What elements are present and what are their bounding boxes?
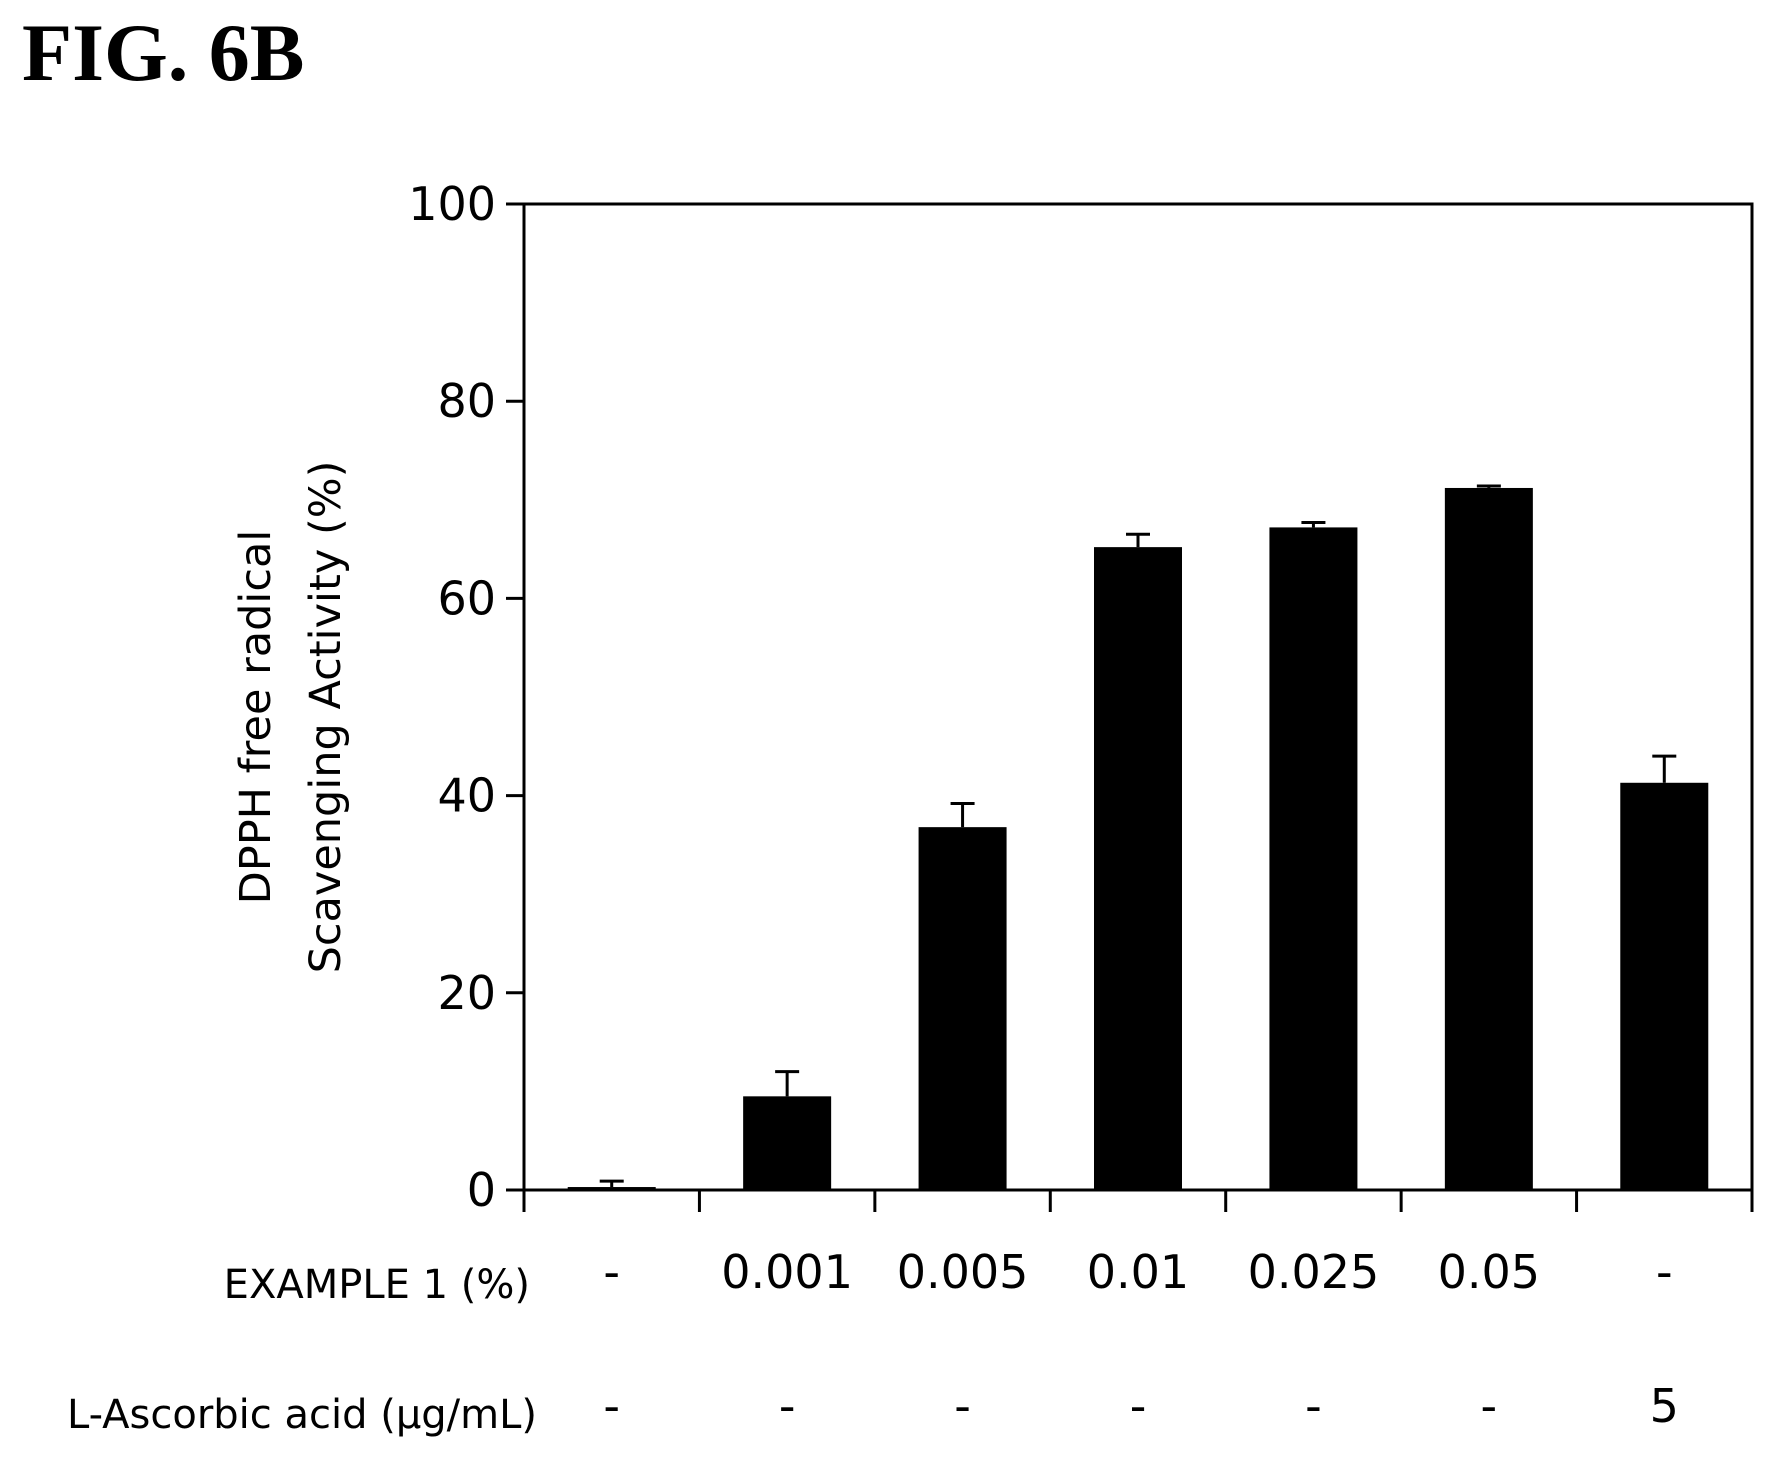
error-bar bbox=[1301, 520, 1326, 528]
error-bar bbox=[775, 1070, 800, 1097]
bar bbox=[1620, 782, 1709, 1190]
error-bars bbox=[599, 484, 1677, 1188]
x-axis bbox=[522, 1190, 1754, 1212]
bar bbox=[567, 1187, 656, 1190]
row-value: - bbox=[603, 1379, 620, 1433]
error-bar bbox=[950, 801, 975, 828]
y-tick-label: 100 bbox=[408, 177, 496, 231]
row-value: 0.05 bbox=[1438, 1245, 1540, 1299]
error-bar bbox=[1652, 754, 1677, 783]
bar bbox=[1444, 487, 1533, 1190]
error-bar bbox=[599, 1179, 624, 1188]
y-tick-label: 0 bbox=[467, 1163, 496, 1217]
row-value: 0.001 bbox=[721, 1245, 853, 1299]
condition-table: EXAMPLE 1 (%) - 0.001 0.005 0.01 0.025 0.05 - L-… bbox=[67, 1245, 1679, 1438]
y-tick-label: 80 bbox=[437, 374, 496, 428]
row-value: - bbox=[1305, 1379, 1322, 1433]
row-label: L-Ascorbic acid (µg/mL) bbox=[67, 1392, 537, 1438]
y-tick-label: 60 bbox=[437, 571, 496, 625]
y-axis-title-line: Scavenging Activity (%) bbox=[301, 461, 351, 974]
row-value: 0.01 bbox=[1087, 1245, 1189, 1299]
y-axis-title-line: DPPH free radical bbox=[231, 530, 281, 905]
bar bbox=[743, 1096, 832, 1190]
row-label: EXAMPLE 1 (%) bbox=[224, 1262, 530, 1308]
bars bbox=[567, 487, 1709, 1190]
error-bar bbox=[1126, 532, 1150, 548]
row-value: - bbox=[779, 1379, 796, 1433]
figure-label: FIG. 6B bbox=[22, 7, 305, 98]
y-tick-label: 40 bbox=[437, 769, 496, 823]
bar bbox=[1094, 547, 1182, 1190]
y-tick-label: 20 bbox=[437, 966, 496, 1020]
row-value: 5 bbox=[1650, 1379, 1679, 1433]
row-value: - bbox=[1481, 1379, 1498, 1433]
row-value: 0.005 bbox=[897, 1245, 1029, 1299]
row-value: - bbox=[1656, 1245, 1673, 1299]
bar bbox=[1269, 527, 1358, 1190]
bar bbox=[918, 827, 1007, 1190]
y-axis: 0 20 40 60 80 100 bbox=[408, 177, 524, 1217]
y-axis-title: DPPH free radical Scavenging Activity (%) bbox=[231, 461, 351, 974]
row-value: - bbox=[954, 1379, 971, 1433]
row-value: - bbox=[603, 1245, 620, 1299]
row-value: 0.025 bbox=[1248, 1245, 1380, 1299]
error-bar bbox=[1476, 484, 1501, 488]
row-value: - bbox=[1130, 1379, 1147, 1433]
